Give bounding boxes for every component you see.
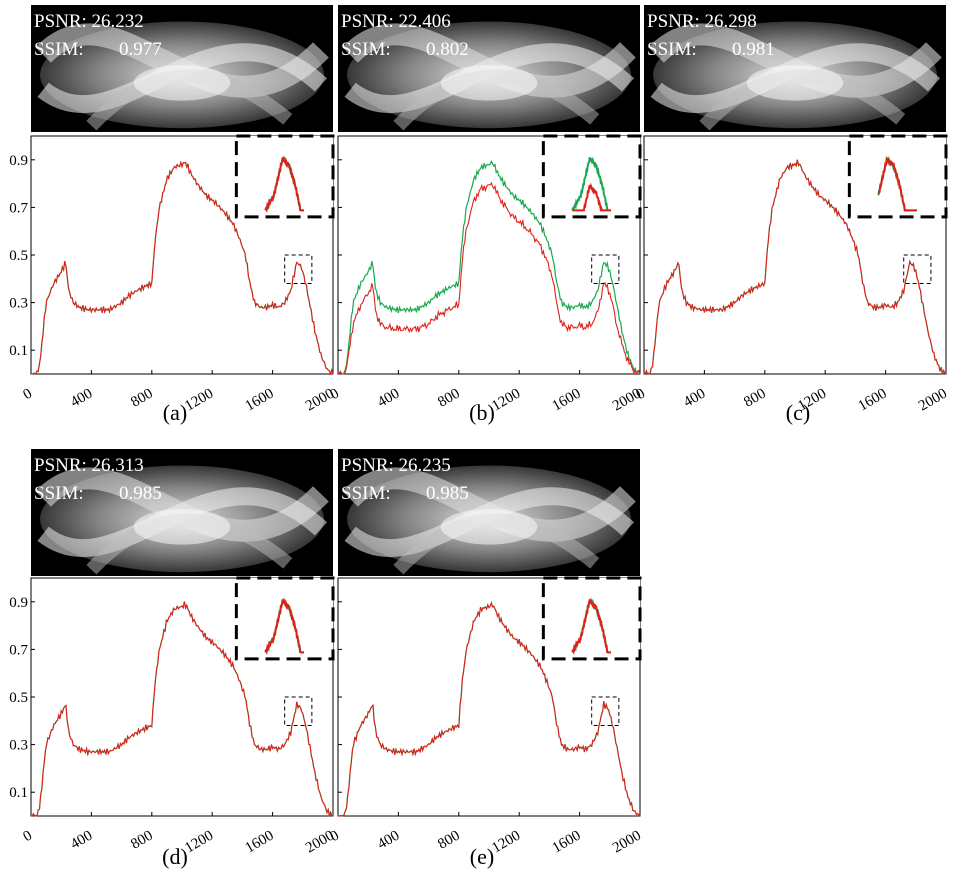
x-tick-label: 800 bbox=[741, 386, 768, 411]
series-red-line bbox=[643, 159, 947, 376]
series-red-line bbox=[338, 601, 641, 817]
series-red-line bbox=[31, 160, 334, 376]
x-tick-label: 800 bbox=[435, 828, 462, 853]
ssim-value: 0.981 bbox=[732, 39, 775, 60]
y-tick-label: 0.9 bbox=[9, 595, 28, 611]
ssim-label: SSIM: bbox=[341, 483, 391, 504]
x-tick-label: 1600 bbox=[550, 386, 584, 415]
ssim-label: SSIM: bbox=[34, 39, 84, 60]
series-red-line bbox=[337, 181, 641, 376]
y-tick-label: 0.1 bbox=[9, 343, 28, 359]
x-tick-label: 400 bbox=[375, 828, 402, 853]
psnr-label: PSNR: 26.232 bbox=[34, 11, 144, 32]
series-red-line bbox=[30, 601, 334, 817]
panel-caption: (b) bbox=[469, 400, 495, 425]
psnr-label: PSNR: 26.313 bbox=[34, 455, 144, 476]
x-tick-label: 1200 bbox=[182, 386, 216, 415]
x-tick-label: 400 bbox=[68, 386, 95, 411]
inset-red-line bbox=[571, 597, 611, 655]
y-tick-label: 0.5 bbox=[9, 690, 28, 706]
x-tick-label: 800 bbox=[128, 828, 155, 853]
ssim-label: SSIM: bbox=[341, 39, 391, 60]
panel-caption: (e) bbox=[470, 844, 494, 869]
inset-box bbox=[541, 134, 642, 219]
x-tick-label: 1600 bbox=[243, 828, 277, 857]
sinogram-highlight bbox=[133, 65, 231, 101]
y-tick-label: 0.7 bbox=[9, 200, 28, 216]
x-tick-label: 400 bbox=[375, 386, 402, 411]
panel-caption: (c) bbox=[786, 400, 810, 425]
x-tick-label: 800 bbox=[128, 386, 155, 411]
sinogram-texture bbox=[342, 21, 636, 131]
ssim-label: SSIM: bbox=[647, 39, 697, 60]
x-tick-label: 2000 bbox=[916, 386, 950, 415]
sinogram-highlight bbox=[746, 65, 844, 101]
sinogram-highlight bbox=[133, 509, 231, 545]
sinogram-texture bbox=[35, 465, 329, 575]
inset-red-line bbox=[877, 156, 917, 212]
sinogram-highlight bbox=[440, 65, 538, 101]
inset-box bbox=[234, 576, 335, 661]
sinogram-texture bbox=[648, 21, 942, 131]
x-tick-label: 400 bbox=[68, 828, 95, 853]
panel-a: PSNR: 26.232 SSIM: 0.977 0.1 0.3 0.5 0.7 0.9 0 40… bbox=[9, 5, 337, 425]
sinogram-texture bbox=[35, 21, 329, 131]
psnr-label: PSNR: 22.406 bbox=[341, 11, 451, 32]
x-tick-label: 400 bbox=[681, 386, 708, 411]
x-tick-label: 0 bbox=[21, 828, 35, 846]
ssim-value: 0.985 bbox=[119, 483, 162, 504]
ssim-value: 0.977 bbox=[119, 39, 162, 60]
panel-caption: (a) bbox=[163, 400, 187, 425]
inset-red-line bbox=[572, 182, 611, 212]
x-tick-label: 1600 bbox=[243, 386, 277, 415]
panel-caption: (d) bbox=[162, 844, 188, 869]
panel-d: PSNR: 26.313 SSIM: 0.985 0.1 0.3 0.5 0.7 0.9 0 40… bbox=[9, 449, 337, 869]
x-tick-label: 1200 bbox=[489, 828, 523, 857]
ssim-value: 0.985 bbox=[426, 483, 469, 504]
psnr-label: PSNR: 26.235 bbox=[341, 455, 451, 476]
sinogram-texture bbox=[342, 465, 636, 575]
x-tick-label: 1600 bbox=[550, 828, 584, 857]
inset-red-line bbox=[264, 155, 304, 213]
x-tick-label: 1600 bbox=[856, 386, 890, 415]
inset-box bbox=[541, 576, 642, 661]
inset-green-line bbox=[571, 156, 611, 212]
y-tick-label: 0.3 bbox=[9, 296, 28, 312]
sinogram-highlight bbox=[440, 509, 538, 545]
y-tick-label: 0.3 bbox=[9, 738, 28, 754]
series-green-line bbox=[337, 159, 641, 376]
y-tick-label: 0.9 bbox=[9, 153, 28, 169]
psnr-label: PSNR: 26.298 bbox=[647, 11, 757, 32]
x-tick-label: 800 bbox=[435, 386, 462, 411]
inset-box bbox=[234, 134, 335, 219]
y-tick-label: 0.5 bbox=[9, 248, 28, 264]
ssim-label: SSIM: bbox=[34, 483, 84, 504]
x-tick-label: 2000 bbox=[610, 828, 644, 857]
x-tick-label: 0 bbox=[21, 386, 35, 404]
inset-red-line bbox=[264, 597, 304, 655]
y-tick-label: 0.7 bbox=[9, 642, 28, 658]
ssim-value: 0.802 bbox=[426, 39, 469, 60]
y-tick-label: 0.1 bbox=[9, 785, 28, 801]
